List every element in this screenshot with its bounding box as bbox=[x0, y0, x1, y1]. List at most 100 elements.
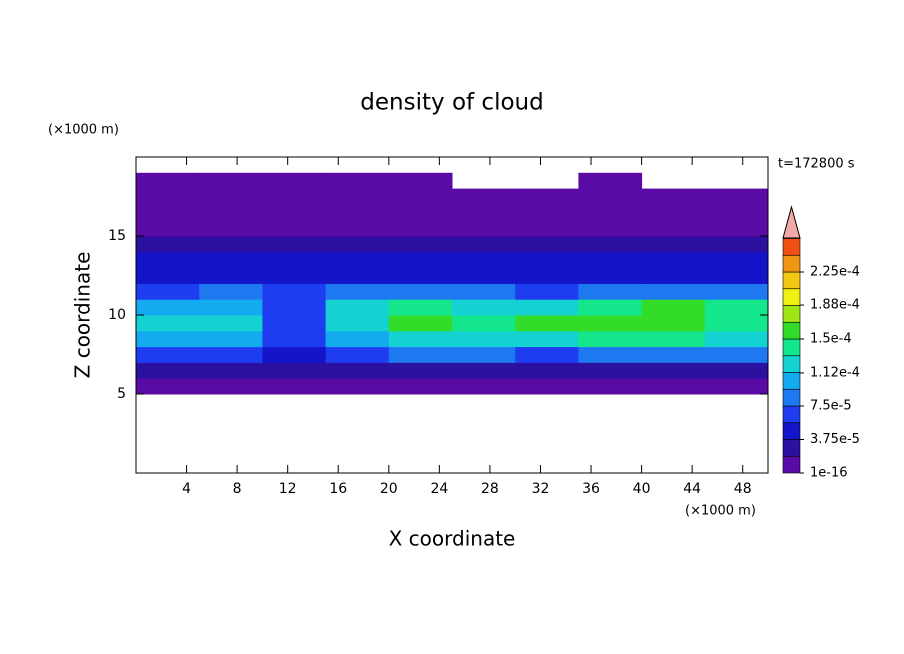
contour-cell bbox=[578, 204, 643, 221]
contour-cell bbox=[578, 267, 643, 284]
contour-cell bbox=[262, 172, 327, 190]
contour-cell bbox=[452, 378, 516, 395]
contour-cell bbox=[262, 315, 327, 332]
contour-cell bbox=[704, 346, 769, 363]
x-tick-label: 24 bbox=[430, 481, 448, 497]
colorbar-band bbox=[782, 439, 801, 457]
contour-cell bbox=[388, 378, 453, 395]
contour-cell bbox=[199, 172, 263, 190]
contour-cell bbox=[452, 330, 516, 348]
contour-cell bbox=[515, 236, 579, 253]
contour-cell bbox=[452, 251, 516, 269]
colorbar-band bbox=[782, 288, 801, 306]
colorbar-band bbox=[782, 422, 801, 440]
contour-cell bbox=[262, 220, 327, 237]
contour-cell bbox=[578, 330, 643, 348]
contour-cell bbox=[388, 220, 453, 237]
contour-cell bbox=[452, 267, 516, 284]
contour-cell bbox=[452, 346, 516, 363]
contour-cell bbox=[704, 378, 769, 395]
contour-cell bbox=[452, 362, 516, 379]
contour-cell bbox=[388, 330, 453, 348]
contour-cell bbox=[704, 283, 769, 300]
contour-cell bbox=[388, 251, 453, 269]
x-tick-label: 32 bbox=[532, 481, 550, 497]
contour-cell bbox=[136, 346, 200, 363]
contour-cell bbox=[388, 172, 453, 190]
contour-cell bbox=[199, 346, 263, 363]
colorbar-band bbox=[782, 271, 801, 290]
contour-cell bbox=[704, 220, 769, 237]
contour-cell bbox=[262, 378, 327, 395]
time-label: t=172800 s bbox=[778, 157, 855, 172]
contour-cell bbox=[199, 236, 263, 253]
contour-cell bbox=[641, 251, 706, 269]
contour-cell bbox=[515, 220, 579, 237]
x-tick-label: 44 bbox=[683, 481, 701, 497]
contour-cell bbox=[136, 251, 200, 269]
colorbar-band bbox=[782, 355, 801, 373]
colorbar-tick-label: 1.88e-4 bbox=[810, 298, 860, 313]
x-tick-label: 36 bbox=[582, 481, 600, 497]
contour-cell bbox=[199, 299, 263, 316]
contour-cell bbox=[388, 315, 453, 332]
colorbar-tick-label: 1.5e-4 bbox=[810, 332, 852, 347]
contour-cell bbox=[515, 188, 579, 205]
contour-cell bbox=[578, 378, 643, 395]
colorbar-extend bbox=[782, 205, 801, 239]
contour-cell bbox=[325, 172, 390, 190]
contour-cell bbox=[325, 378, 390, 395]
contour-cell bbox=[704, 204, 769, 221]
contour-cell bbox=[388, 346, 453, 363]
chart-title: density of cloud bbox=[360, 90, 543, 116]
contour-cell bbox=[704, 299, 769, 316]
x-unit: (×1000 m) bbox=[685, 504, 756, 519]
contour-cell bbox=[262, 204, 327, 221]
contour-cell bbox=[199, 188, 263, 205]
colorbar-tick-label: 2.25e-4 bbox=[810, 265, 860, 280]
colorbar-tick-label: 1e-16 bbox=[810, 466, 848, 481]
contour-cell bbox=[704, 362, 769, 379]
contour-cell bbox=[136, 172, 200, 190]
contour-cell bbox=[136, 315, 200, 332]
contour-cell bbox=[704, 330, 769, 348]
contour-cell bbox=[388, 204, 453, 221]
x-axis-label: X coordinate bbox=[389, 527, 516, 551]
colorbar-band bbox=[782, 254, 801, 273]
contour-cell bbox=[641, 283, 706, 300]
contour-cell bbox=[388, 362, 453, 379]
contour-cell bbox=[578, 283, 643, 300]
y-unit: (×1000 m) bbox=[48, 123, 119, 138]
contour-cell bbox=[515, 204, 579, 221]
contour-cell bbox=[641, 362, 706, 379]
colorbar-band bbox=[782, 455, 801, 474]
contour-cell bbox=[199, 267, 263, 284]
contour-cell bbox=[515, 346, 579, 363]
contour-cell bbox=[136, 330, 200, 348]
contour-cell bbox=[578, 299, 643, 316]
contour-cell bbox=[262, 283, 327, 300]
x-tick-label: 12 bbox=[279, 481, 297, 497]
contour-cell bbox=[325, 188, 390, 205]
contour-cell bbox=[262, 188, 327, 205]
x-tick-label: 20 bbox=[380, 481, 398, 497]
contour-cell bbox=[515, 267, 579, 284]
contour-cell bbox=[641, 315, 706, 332]
contour-cell bbox=[704, 188, 769, 205]
contour-cell bbox=[578, 315, 643, 332]
contour-cell bbox=[641, 204, 706, 221]
contour-cell bbox=[452, 220, 516, 237]
contour-cell bbox=[199, 315, 263, 332]
x-tick-label: 8 bbox=[233, 481, 242, 497]
contour-cell bbox=[262, 267, 327, 284]
contour-cell bbox=[452, 236, 516, 253]
colorbar-band bbox=[782, 321, 801, 340]
contour-cell bbox=[515, 330, 579, 348]
contour-cell bbox=[325, 204, 390, 221]
contour-cell bbox=[199, 204, 263, 221]
contour-cell bbox=[325, 236, 390, 253]
contour-cell bbox=[578, 346, 643, 363]
contour-cell bbox=[515, 362, 579, 379]
contour-cell bbox=[704, 267, 769, 284]
x-tick-label: 16 bbox=[329, 481, 347, 497]
